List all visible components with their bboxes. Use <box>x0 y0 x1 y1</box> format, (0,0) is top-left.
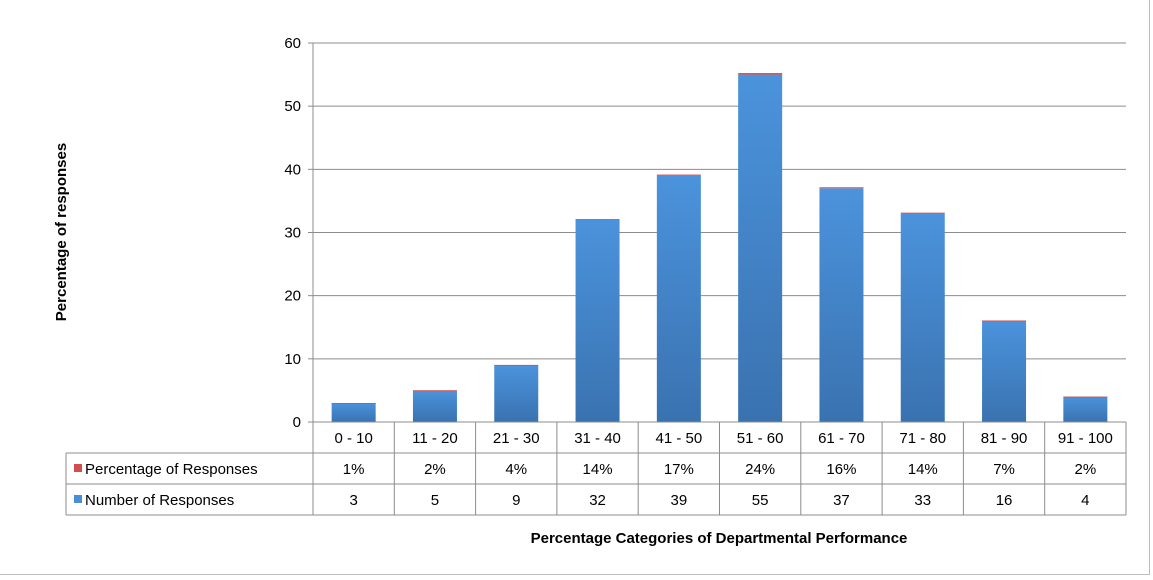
bar-number-of-responses <box>575 219 620 422</box>
data-label: 14% <box>908 461 938 478</box>
x-axis-title: Percentage Categories of Departmental Pe… <box>531 530 908 547</box>
data-label: 14% <box>583 461 613 478</box>
bar-number-of-responses <box>738 74 783 422</box>
data-label: 2% <box>1075 461 1097 478</box>
bar-number-of-responses <box>331 403 376 422</box>
x-tick-label: 81 - 90 <box>981 430 1028 447</box>
legend-swatch <box>74 495 82 503</box>
bars <box>331 73 1108 422</box>
data-label: 2% <box>424 461 446 478</box>
x-tick-label: 51 - 60 <box>737 430 784 447</box>
x-tick-label: 0 - 10 <box>334 430 372 447</box>
legend-label: Number of Responses <box>85 492 234 509</box>
data-label: 7% <box>993 461 1015 478</box>
data-label: 4 <box>1081 492 1089 509</box>
bar-percentage-of-responses <box>738 73 783 75</box>
legend-swatch <box>74 464 82 472</box>
data-label: 16% <box>826 461 856 478</box>
bar-number-of-responses <box>494 365 539 422</box>
bar-percentage-of-responses <box>331 402 376 404</box>
y-tick-label: 50 <box>284 98 301 115</box>
bar-percentage-of-responses <box>656 174 701 176</box>
bar-percentage-of-responses <box>819 187 864 189</box>
data-label: 55 <box>752 492 769 509</box>
data-label: 5 <box>431 492 439 509</box>
data-label: 24% <box>745 461 775 478</box>
bar-number-of-responses <box>1063 396 1108 422</box>
bar-number-of-responses <box>982 320 1027 422</box>
bar-percentage-of-responses <box>1063 396 1108 398</box>
data-label: 16 <box>996 492 1013 509</box>
x-tick-label: 61 - 70 <box>818 430 865 447</box>
data-label: 32 <box>589 492 606 509</box>
data-label: 17% <box>664 461 694 478</box>
gridlines <box>313 42 1126 360</box>
data-table: 0 - 10 11 - 20 21 - 30 31 - 40 41 - 50 51 - 6… <box>65 421 1127 516</box>
bar-percentage-of-responses <box>494 364 539 366</box>
bar-percentage-of-responses <box>900 212 945 214</box>
bar-number-of-responses <box>819 188 864 422</box>
bar-number-of-responses <box>412 390 457 422</box>
y-tick-label: 40 <box>284 161 301 178</box>
x-tick-label: 21 - 30 <box>493 430 540 447</box>
data-label: 33 <box>914 492 931 509</box>
x-tick-label: 91 - 100 <box>1058 430 1113 447</box>
y-tick-label: 60 <box>284 35 301 52</box>
y-axis-ticks: 0 10 20 30 40 50 60 <box>284 35 314 431</box>
y-tick-label: 30 <box>284 225 301 242</box>
data-label: 9 <box>512 492 520 509</box>
data-label: 37 <box>833 492 850 509</box>
bar-number-of-responses <box>900 213 945 422</box>
x-tick-label: 41 - 50 <box>655 430 702 447</box>
bar-percentage-of-responses <box>575 218 620 220</box>
bar-number-of-responses <box>656 175 701 422</box>
data-label: 39 <box>671 492 688 509</box>
bar-percentage-of-responses <box>412 390 457 392</box>
x-tick-label: 71 - 80 <box>899 430 946 447</box>
y-tick-label: 0 <box>293 414 301 431</box>
data-label: 4% <box>505 461 527 478</box>
x-tick-label: 11 - 20 <box>412 430 458 447</box>
y-tick-label: 10 <box>284 351 301 368</box>
legend-label: Percentage of Responses <box>85 461 258 478</box>
x-tick-label: 31 - 40 <box>574 430 621 447</box>
bar-percentage-of-responses <box>982 320 1027 322</box>
y-axis-title: Percentage of responses <box>53 143 70 321</box>
data-label: 3 <box>349 492 357 509</box>
data-label: 1% <box>343 461 365 478</box>
y-tick-label: 20 <box>284 288 301 305</box>
